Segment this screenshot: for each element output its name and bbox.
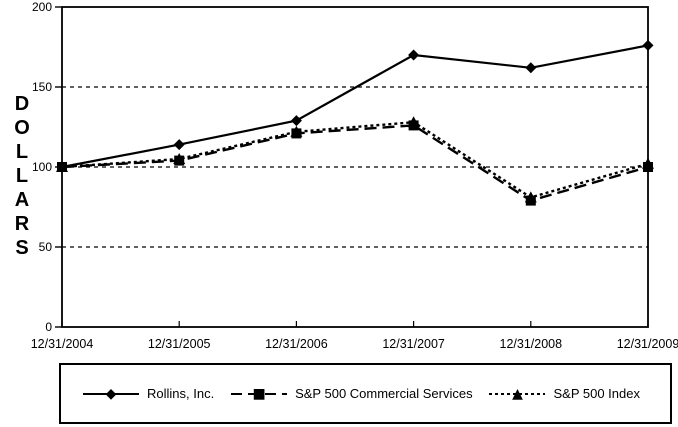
x-axis-label-0: 12/31/2004 [31,337,94,351]
y-axis-title-letter-4: A [15,189,29,211]
diamond-marker-rollins-inc [56,161,68,173]
square-marker-s-p-500-commercial-services [174,155,185,166]
legend-entry-sp500-index: ▲ S&P 500 Index [489,386,640,402]
diamond-marker-rollins-inc [642,39,654,51]
y-tick-label-100: 100 [32,160,52,174]
legend-label-rollins: Rollins, Inc. [147,386,215,401]
dotted-line-sample: ▲ [489,385,546,402]
y-axis-title-letter-2: L [16,141,28,163]
series-line-rollins-inc [61,44,649,169]
x-axis-label-3: 12/31/2007 [382,337,445,351]
square-marker-s-p-500-commercial-services [643,162,653,172]
y-axis-title-letter-1: O [14,117,30,139]
dashed-line-sample: ■ [231,385,288,402]
diamond-marker-rollins-inc [525,62,537,74]
y-axis-title-letter-3: L [16,165,28,187]
line-swatch [489,392,546,395]
triangle-marker-icon: ▲ [512,385,523,402]
y-tick-label-150: 150 [32,80,52,94]
y-tick-label-200: 200 [32,0,52,14]
legend-label-sp500-commercial-services: S&P 500 Commercial Services [295,386,473,401]
diamond-marker-rollins-inc [408,49,420,61]
square-marker-icon: ■ [252,385,266,402]
diamond-marker-rollins-inc [290,115,302,127]
legend-label-sp500-index: S&P 500 Index [553,386,640,401]
line-swatch [83,392,139,395]
legend-entry-rollins: ◆ Rollins, Inc. [83,386,214,402]
y-axis-title-letter-6: S [15,237,28,259]
solid-line-sample: ◆ [83,386,139,402]
y-tick-label-50: 50 [39,240,53,254]
x-axis-label-4: 12/31/2008 [500,337,563,351]
legend-entry-sp500-commercial-services: ■ S&P 500 Commercial Services [231,386,473,402]
series-line-s-p-500-commercial-services [61,124,649,202]
series-line-s-p-500-index [61,120,649,199]
diamond-marker-icon: ◆ [105,385,117,402]
y-axis-title-letter-0: D [15,93,29,115]
x-axis-label-1: 12/31/2005 [148,337,211,351]
x-axis-label-5: 12/31/2009 [617,337,678,351]
diamond-marker-rollins-inc [173,139,185,151]
square-marker-s-p-500-commercial-services [291,128,302,139]
x-axis-label-2: 12/31/2006 [265,337,328,351]
y-axis-title-letter-5: R [15,213,30,235]
square-marker-s-p-500-commercial-services [408,120,419,131]
plot-area: 0 50 100 150 200 12/31/2004 12/31/2005 12/31/20… [14,0,678,351]
line-swatch [231,392,288,395]
y-tick-label-0: 0 [45,320,52,334]
legend: ◆ Rollins, Inc. ■ S&P 500 Commercial Ser… [59,363,672,424]
square-marker-s-p-500-commercial-services [525,195,536,206]
